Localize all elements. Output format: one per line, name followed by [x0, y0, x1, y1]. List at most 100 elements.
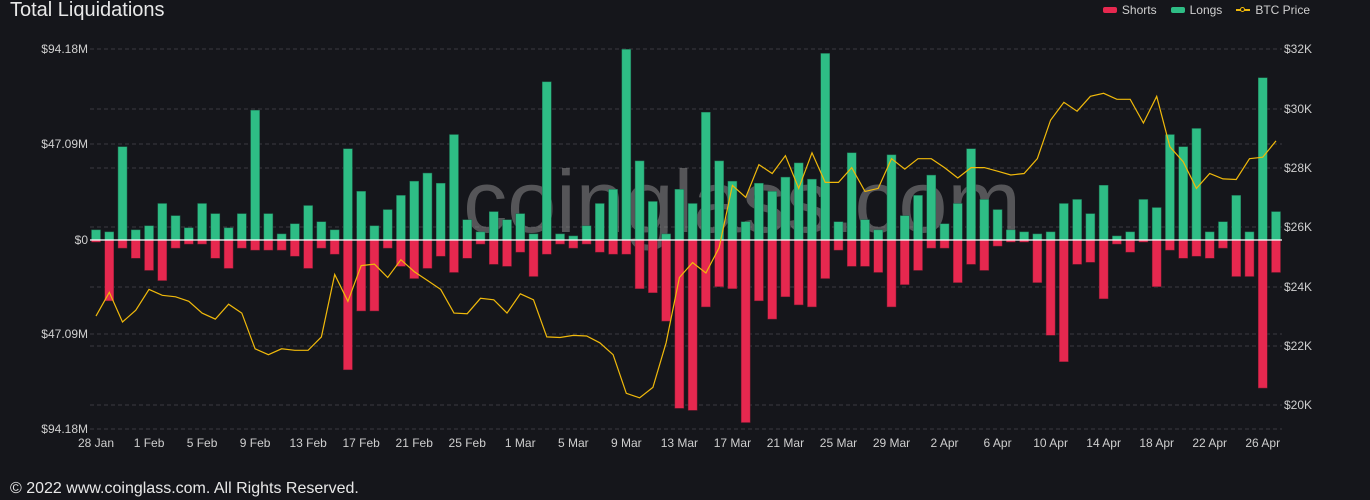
shorts-bar[interactable]: [1257, 239, 1268, 389]
longs-bar[interactable]: [1257, 77, 1268, 241]
longs-bar[interactable]: [807, 178, 817, 241]
longs-bar[interactable]: [846, 152, 857, 241]
longs-bar[interactable]: [740, 221, 751, 241]
shorts-bar[interactable]: [263, 239, 274, 251]
longs-bar[interactable]: [992, 209, 1003, 241]
longs-bar[interactable]: [144, 225, 154, 241]
longs-bar[interactable]: [687, 203, 698, 241]
longs-bar[interactable]: [674, 189, 685, 241]
longs-bar[interactable]: [1138, 199, 1149, 241]
shorts-bar[interactable]: [210, 239, 221, 259]
shorts-bar[interactable]: [1218, 239, 1228, 249]
longs-bar[interactable]: [369, 225, 380, 241]
shorts-bar[interactable]: [621, 239, 632, 255]
longs-bar[interactable]: [502, 219, 512, 241]
longs-bar[interactable]: [648, 201, 658, 241]
longs-bar[interactable]: [276, 233, 287, 241]
longs-bar[interactable]: [1204, 231, 1215, 241]
shorts-bar[interactable]: [422, 239, 433, 269]
longs-bar[interactable]: [303, 205, 313, 241]
shorts-bar[interactable]: [1059, 239, 1069, 362]
shorts-bar[interactable]: [1045, 239, 1056, 336]
longs-bar[interactable]: [157, 203, 168, 241]
longs-bar[interactable]: [754, 182, 764, 241]
longs-bar[interactable]: [343, 148, 353, 241]
longs-bar[interactable]: [316, 221, 327, 241]
shorts-bar[interactable]: [131, 239, 141, 259]
longs-bar[interactable]: [475, 231, 486, 241]
shorts-bar[interactable]: [1151, 239, 1162, 287]
shorts-bar[interactable]: [462, 239, 472, 259]
longs-bar[interactable]: [1032, 233, 1043, 241]
shorts-bar[interactable]: [237, 239, 247, 249]
shorts-bar[interactable]: [780, 239, 791, 298]
longs-bar[interactable]: [1125, 231, 1135, 241]
longs-bar[interactable]: [873, 229, 883, 241]
shorts-bar[interactable]: [953, 239, 963, 283]
longs-bar[interactable]: [1178, 146, 1188, 241]
shorts-bar[interactable]: [846, 239, 857, 267]
shorts-bar[interactable]: [1178, 239, 1188, 259]
shorts-bar[interactable]: [1244, 239, 1255, 277]
longs-bar[interactable]: [435, 182, 446, 241]
longs-bar[interactable]: [210, 213, 221, 241]
longs-bar[interactable]: [886, 154, 897, 241]
shorts-bar[interactable]: [1204, 239, 1215, 259]
shorts-bar[interactable]: [303, 239, 313, 269]
shorts-bar[interactable]: [409, 239, 419, 279]
longs-bar[interactable]: [422, 172, 433, 241]
longs-bar[interactable]: [1244, 231, 1255, 241]
longs-bar[interactable]: [489, 211, 499, 241]
longs-bar[interactable]: [117, 146, 128, 241]
longs-bar[interactable]: [714, 160, 724, 241]
shorts-bar[interactable]: [515, 239, 526, 253]
longs-bar[interactable]: [290, 223, 300, 241]
longs-bar[interactable]: [382, 209, 393, 241]
shorts-bar[interactable]: [1098, 239, 1109, 300]
longs-bar[interactable]: [555, 233, 565, 241]
shorts-bar[interactable]: [184, 239, 194, 245]
longs-bar[interactable]: [329, 229, 340, 241]
longs-bar[interactable]: [1098, 184, 1109, 241]
shorts-bar[interactable]: [502, 239, 512, 267]
longs-bar[interactable]: [1271, 211, 1281, 241]
shorts-bar[interactable]: [1125, 239, 1135, 253]
longs-bar[interactable]: [1085, 213, 1096, 241]
shorts-bar[interactable]: [873, 239, 883, 273]
longs-bar[interactable]: [250, 109, 260, 241]
shorts-bar[interactable]: [197, 239, 207, 245]
longs-bar[interactable]: [131, 229, 141, 241]
shorts-bar[interactable]: [555, 239, 565, 245]
longs-bar[interactable]: [820, 53, 830, 241]
legend-item-longs[interactable]: Longs: [1170, 3, 1222, 17]
shorts-bar[interactable]: [608, 239, 618, 255]
longs-bar[interactable]: [104, 231, 115, 241]
shorts-bar[interactable]: [568, 239, 579, 249]
longs-bar[interactable]: [913, 195, 923, 241]
shorts-bar[interactable]: [276, 239, 287, 251]
longs-bar[interactable]: [542, 81, 552, 241]
longs-bar[interactable]: [1072, 199, 1082, 241]
shorts-bar[interactable]: [290, 239, 300, 257]
longs-bar[interactable]: [91, 229, 101, 241]
shorts-bar[interactable]: [674, 239, 685, 409]
shorts-bar[interactable]: [343, 239, 353, 371]
longs-bar[interactable]: [223, 227, 234, 241]
longs-bar[interactable]: [237, 213, 247, 241]
shorts-bar[interactable]: [542, 239, 552, 255]
shorts-bar[interactable]: [754, 239, 764, 302]
longs-bar[interactable]: [1151, 207, 1162, 241]
longs-bar[interactable]: [701, 111, 711, 241]
longs-bar[interactable]: [581, 225, 592, 241]
shorts-bar[interactable]: [329, 239, 340, 255]
longs-bar[interactable]: [1019, 231, 1029, 241]
shorts-bar[interactable]: [1085, 239, 1096, 263]
longs-bar[interactable]: [263, 213, 274, 241]
shorts-bar[interactable]: [793, 239, 804, 306]
longs-bar[interactable]: [661, 233, 671, 241]
longs-bar[interactable]: [396, 195, 406, 241]
shorts-bar[interactable]: [886, 239, 897, 308]
longs-bar[interactable]: [621, 49, 632, 241]
shorts-bar[interactable]: [581, 239, 592, 245]
longs-bar[interactable]: [900, 215, 910, 241]
